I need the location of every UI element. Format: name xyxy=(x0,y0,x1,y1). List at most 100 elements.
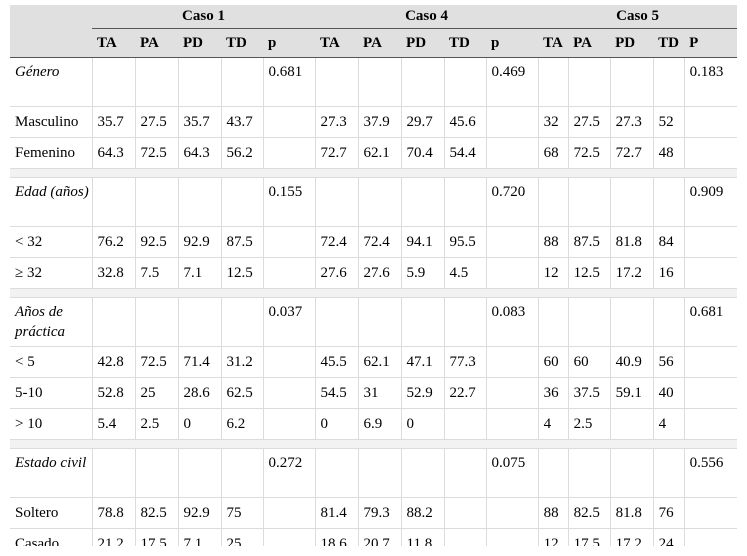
value-cell: 79.3 xyxy=(358,497,402,529)
empty-cell xyxy=(538,448,569,498)
row-label: > 10 xyxy=(10,408,93,440)
empty-cell xyxy=(610,297,654,347)
value-cell xyxy=(263,408,316,440)
value-cell: 21.2 xyxy=(92,528,136,546)
p-value-cell: 0.720 xyxy=(486,177,539,227)
value-cell: 95.5 xyxy=(444,226,487,258)
value-cell xyxy=(610,408,654,440)
section-label: Estado civil xyxy=(10,448,93,498)
row-label: < 5 xyxy=(10,346,93,378)
col-header: TD xyxy=(444,28,487,58)
empty-cell xyxy=(444,448,487,498)
value-cell: 6.2 xyxy=(221,408,264,440)
value-cell xyxy=(486,106,539,138)
value-cell: 35.7 xyxy=(178,106,222,138)
empty-cell xyxy=(568,297,611,347)
empty-cell xyxy=(610,177,654,227)
p-value-cell: 0.183 xyxy=(684,57,737,107)
empty-cell xyxy=(610,57,654,107)
value-cell: 62.1 xyxy=(358,346,402,378)
section-header-row: Género 0.681 0.469 0.183 xyxy=(10,57,737,107)
value-cell: 87.5 xyxy=(568,226,611,258)
value-cell: 47.1 xyxy=(401,346,445,378)
empty-cell xyxy=(444,177,487,227)
value-cell: 68 xyxy=(538,137,569,169)
value-cell xyxy=(263,137,316,169)
value-cell: 40.9 xyxy=(610,346,654,378)
section-label: Género xyxy=(10,57,93,107)
row-label: Soltero xyxy=(10,497,93,529)
value-cell: 76.2 xyxy=(92,226,136,258)
value-cell: 72.4 xyxy=(358,226,402,258)
value-cell xyxy=(486,408,539,440)
value-cell: 88.2 xyxy=(401,497,445,529)
value-cell xyxy=(263,226,316,258)
value-cell: 7.1 xyxy=(178,257,222,289)
value-cell: 5.9 xyxy=(401,257,445,289)
col-header: p xyxy=(263,28,316,58)
value-cell: 27.3 xyxy=(315,106,359,138)
section-spacer xyxy=(10,288,737,298)
col-header: PA xyxy=(135,28,178,58)
value-cell: 31 xyxy=(358,377,402,409)
row-label: Casado xyxy=(10,528,93,546)
p-value-cell: 0.155 xyxy=(263,177,316,227)
value-cell: 31.2 xyxy=(221,346,264,378)
value-cell: 0 xyxy=(401,408,445,440)
value-cell: 72.7 xyxy=(610,137,654,169)
value-cell: 17.5 xyxy=(135,528,179,546)
value-cell: 32 xyxy=(538,106,569,138)
value-cell: 59.1 xyxy=(610,377,654,409)
empty-cell xyxy=(653,297,685,347)
value-cell: 70.4 xyxy=(401,137,445,169)
empty-cell xyxy=(221,57,264,107)
value-cell: 78.8 xyxy=(92,497,136,529)
empty-cell xyxy=(315,177,359,227)
empty-cell xyxy=(568,448,611,498)
value-cell xyxy=(684,346,737,378)
value-cell: 20.7 xyxy=(358,528,402,546)
value-cell: 42.8 xyxy=(92,346,136,378)
value-cell: 72.5 xyxy=(135,137,179,169)
value-cell: 75 xyxy=(221,497,264,529)
value-cell xyxy=(684,528,737,546)
col-header: TD xyxy=(653,28,685,58)
value-cell: 5.4 xyxy=(92,408,136,440)
value-cell: 11.8 xyxy=(401,528,445,546)
value-cell xyxy=(684,137,737,169)
col-header: PD xyxy=(401,28,445,58)
empty-cell xyxy=(444,57,487,107)
value-cell: 27.6 xyxy=(358,257,402,289)
empty-cell xyxy=(401,57,445,107)
value-cell: 35.7 xyxy=(92,106,136,138)
value-cell xyxy=(684,377,737,409)
col-header: P xyxy=(684,28,737,58)
value-cell: 18.6 xyxy=(315,528,359,546)
value-cell: 25 xyxy=(135,377,179,409)
group-header-row: Caso 1 Caso 4 Caso 5 xyxy=(10,5,737,29)
value-cell: 4 xyxy=(538,408,569,440)
empty-cell xyxy=(358,57,402,107)
empty-cell xyxy=(178,177,222,227)
empty-cell xyxy=(358,448,402,498)
empty-cell xyxy=(178,297,222,347)
row-label: 5-10 xyxy=(10,377,93,409)
value-cell: 37.5 xyxy=(568,377,611,409)
value-cell: 64.3 xyxy=(178,137,222,169)
value-cell: 72.5 xyxy=(135,346,179,378)
empty-cell xyxy=(315,448,359,498)
section-header-row: Estado civil 0.272 0.075 0.556 xyxy=(10,448,737,498)
value-cell: 27.5 xyxy=(135,106,179,138)
value-cell xyxy=(684,257,737,289)
value-cell: 94.1 xyxy=(401,226,445,258)
value-cell: 12.5 xyxy=(568,257,611,289)
value-cell: 52.8 xyxy=(92,377,136,409)
empty-cell xyxy=(358,297,402,347)
corner-cell-2 xyxy=(10,28,92,58)
value-cell: 62.1 xyxy=(358,137,402,169)
empty-cell xyxy=(221,448,264,498)
group-header-caso-1: Caso 1 xyxy=(92,5,316,29)
value-cell xyxy=(486,137,539,169)
p-value-cell: 0.556 xyxy=(684,448,737,498)
empty-cell xyxy=(135,57,179,107)
